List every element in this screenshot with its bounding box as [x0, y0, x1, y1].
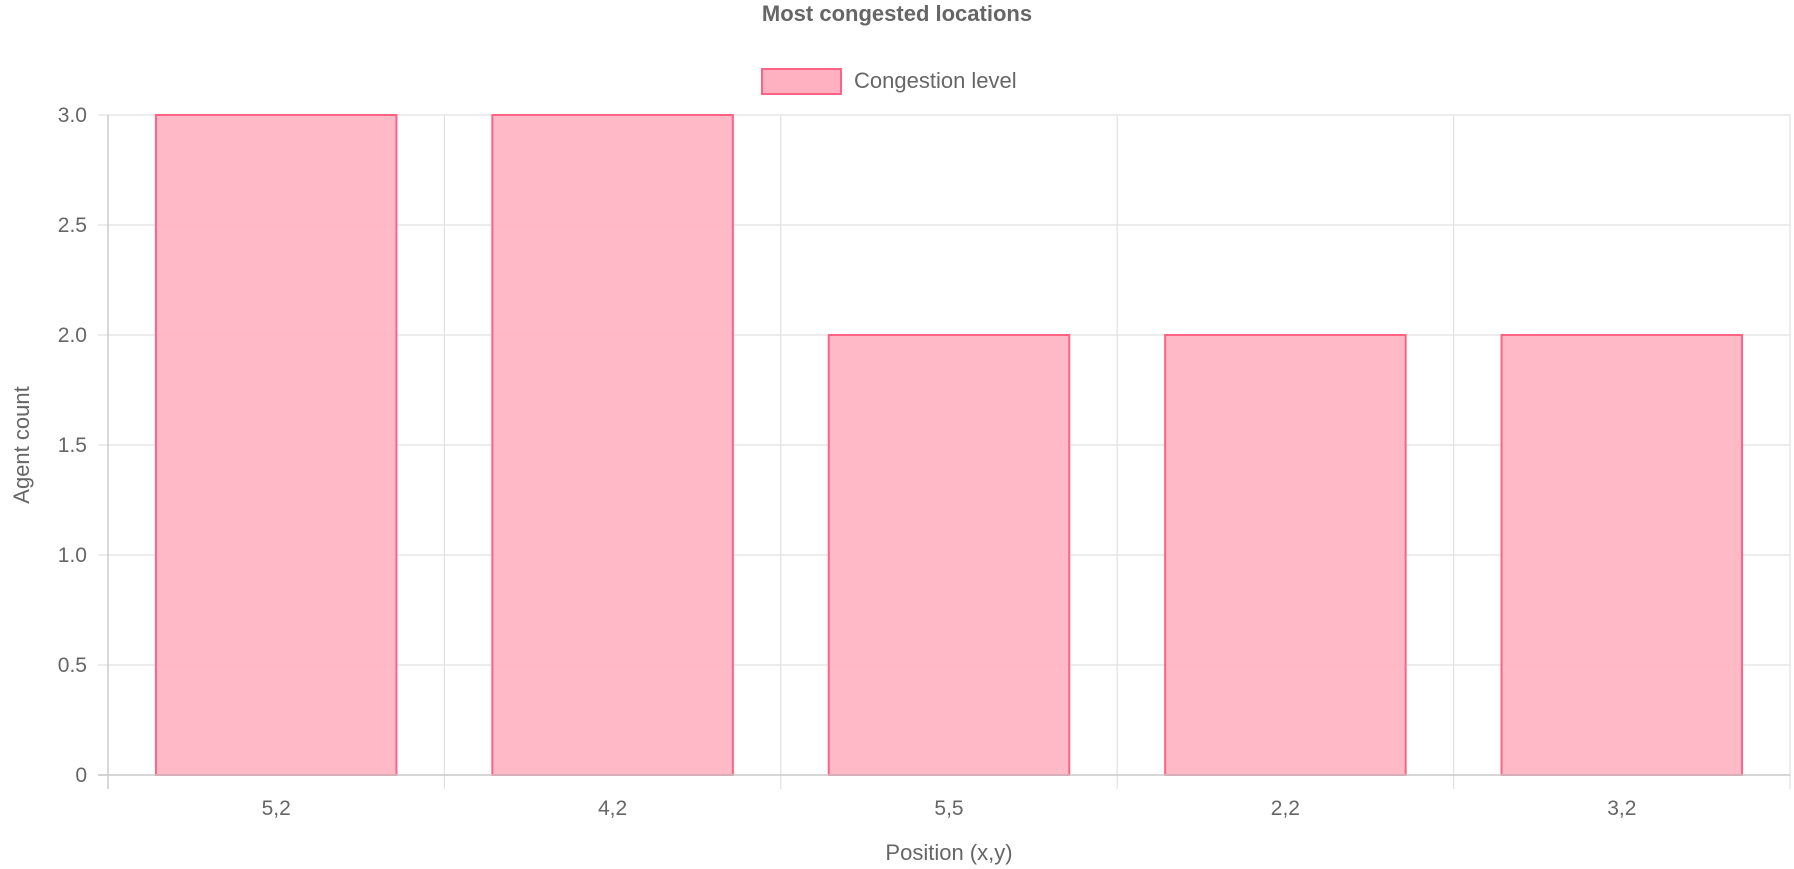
axes — [98, 115, 1790, 789]
y-tick-label: 0.5 — [58, 654, 87, 677]
x-tick-label: 5,5 — [934, 797, 963, 820]
y-tick-label: 2.5 — [58, 214, 87, 237]
bar-5-2[interactable] — [154, 114, 398, 776]
y-tick-label: 0 — [75, 764, 87, 787]
bar-3-2[interactable] — [1500, 334, 1744, 776]
legend[interactable]: Congestion level — [761, 68, 1017, 95]
y-tick-label: 2.0 — [58, 324, 87, 347]
bar-4-2[interactable] — [491, 114, 734, 776]
y-tick-label: 1.5 — [58, 434, 87, 457]
x-axis-title: Position (x,y) — [885, 840, 1012, 865]
y-axis-title: Agent count — [9, 386, 34, 503]
tick-labels: 0 0.5 1.0 1.5 2.0 2.5 3.0 5,2 4,2 5,5 2,2 3,2 — [58, 104, 1637, 820]
legend-label-congestion-level: Congestion level — [854, 68, 1017, 93]
y-tick-label: 1.0 — [58, 544, 87, 567]
bar-2-2[interactable] — [1164, 334, 1407, 776]
x-tick-label: 2,2 — [1271, 797, 1300, 820]
x-tick-label: 3,2 — [1607, 797, 1636, 820]
legend-swatch — [761, 68, 842, 95]
bars — [154, 114, 1744, 776]
x-tick-label: 5,2 — [262, 797, 291, 820]
chart-title: Most congested locations — [762, 1, 1032, 26]
x-tick-label: 4,2 — [598, 797, 627, 820]
bar-5-5[interactable] — [827, 334, 1071, 776]
y-tick-label: 3.0 — [58, 104, 87, 127]
